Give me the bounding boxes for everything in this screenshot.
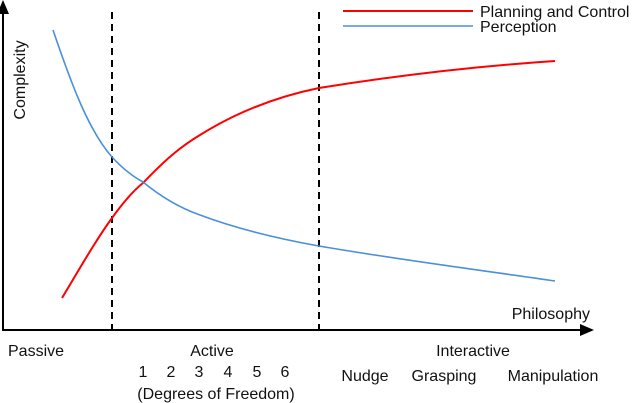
- dof-2: 2: [167, 364, 176, 381]
- region-passive-label: Passive: [8, 343, 64, 360]
- planning-control-curve: [61, 60, 556, 299]
- interactive-nudge: Nudge: [341, 368, 388, 385]
- legend-label-planning-control: Planning and Control: [480, 4, 629, 21]
- dof-caption: (Degrees of Freedom): [137, 386, 294, 403]
- dof-4: 4: [224, 364, 233, 381]
- legend-label-perception: Perception: [480, 19, 557, 36]
- y-axis-label: Complexity: [12, 40, 29, 119]
- region-interactive-label: Interactive: [436, 343, 510, 360]
- x-axis-label: Philosophy: [512, 306, 590, 323]
- dof-5: 5: [253, 364, 262, 381]
- dof-3: 3: [195, 364, 204, 381]
- dof-6: 6: [281, 364, 290, 381]
- interactive-manipulation: Manipulation: [508, 368, 599, 385]
- region-active-label: Active: [190, 343, 234, 360]
- perception-curve: [52, 29, 556, 282]
- dof-1: 1: [139, 364, 148, 381]
- interactive-grasping: Grasping: [412, 368, 477, 385]
